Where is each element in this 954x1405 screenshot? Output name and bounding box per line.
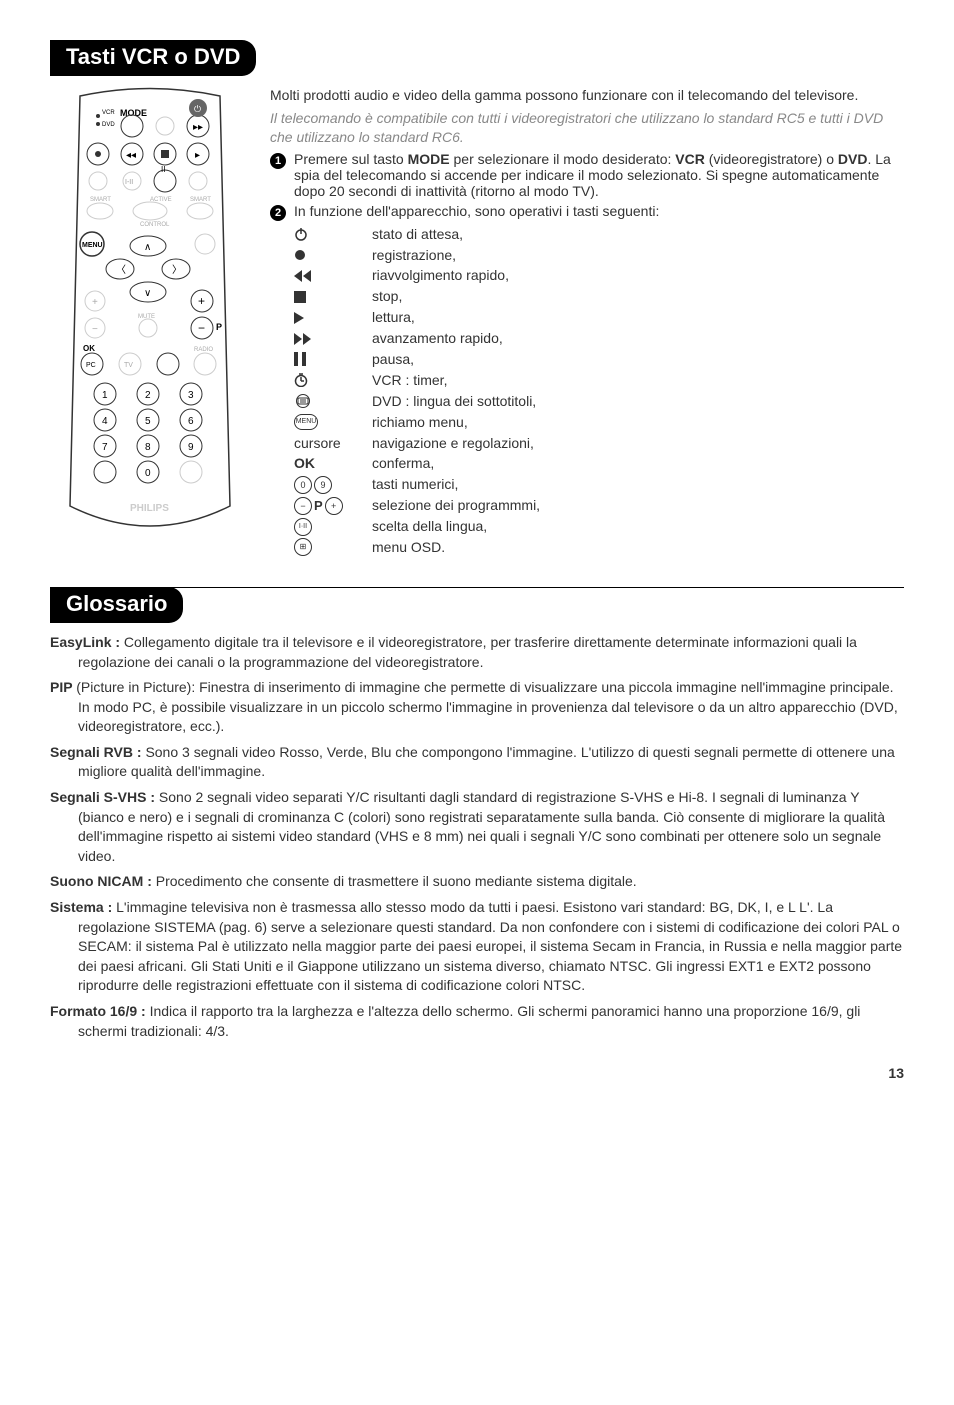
gloss-rvb: Segnali RVB : Sono 3 segnali video Rosso…: [50, 743, 904, 782]
svg-text:〉: 〉: [172, 264, 182, 276]
ok-label: OK: [294, 454, 354, 473]
gloss-nicam: Suono NICAM : Procedimento che consente …: [50, 872, 904, 892]
gloss-pip: PIP (Picture in Picture): Finestra di in…: [50, 678, 904, 737]
gloss-formato: Formato 16/9 : Indica il rapporto tra la…: [50, 1002, 904, 1041]
svg-text:PC: PC: [86, 362, 96, 369]
page-number: 13: [50, 1065, 904, 1081]
play-icon: [294, 312, 354, 324]
ff-icon: [294, 333, 354, 345]
osd-icon: ⊞: [294, 538, 354, 556]
svg-text:MENU: MENU: [82, 242, 103, 249]
rewind-icon: [294, 270, 354, 282]
svg-text:⏻: ⏻: [194, 104, 201, 114]
svg-text:▸: ▸: [195, 150, 200, 161]
intro-italic: Il telecomando è compatibile con tutti i…: [270, 109, 904, 147]
subtitle-icon: [294, 394, 354, 408]
svg-text:TV: TV: [124, 362, 133, 369]
section-header-vcr-dvd: Tasti VCR o DVD: [50, 40, 256, 76]
key-list: stato di attesa, registrazione, riavvolg…: [294, 225, 904, 557]
svg-text:II: II: [161, 165, 165, 174]
svg-text:+: +: [92, 297, 98, 308]
svg-text:P: P: [216, 322, 222, 332]
svg-text:+: +: [198, 294, 205, 308]
pause-icon: [294, 352, 354, 366]
remote-illustration: MODE VCR DVD ▸▸ ⏻ ◂◂ ▸ II I-II SMART ACT…: [50, 86, 250, 559]
svg-text:5: 5: [145, 416, 151, 427]
svg-text:▸▸: ▸▸: [193, 122, 203, 133]
svg-text:OK: OK: [83, 344, 95, 353]
svg-text:7: 7: [102, 442, 108, 453]
intro-text: Molti prodotti audio e video della gamma…: [270, 86, 904, 105]
svg-text:PHILIPS: PHILIPS: [130, 503, 169, 514]
timer-icon: [294, 373, 354, 387]
record-icon: [294, 249, 354, 261]
svg-text:−: −: [198, 321, 205, 335]
svg-text:0: 0: [145, 468, 151, 479]
step-1: 1 Premere sul tasto MODE per selezionare…: [270, 151, 904, 199]
gloss-svhs: Segnali S-VHS : Sono 2 segnali video sep…: [50, 788, 904, 866]
standby-icon: [294, 227, 354, 241]
gloss-easylink: EasyLink : Collegamento digitale tra il …: [50, 633, 904, 672]
svg-text:3: 3: [188, 390, 194, 401]
svg-text:MODE: MODE: [120, 108, 147, 118]
svg-text:∨: ∨: [144, 288, 151, 299]
svg-text:〈: 〈: [116, 264, 126, 276]
stop-icon: [294, 291, 354, 303]
svg-text:2: 2: [145, 390, 151, 401]
numeric-icon: 09: [294, 476, 354, 494]
svg-text:−: −: [92, 324, 98, 335]
menu-icon: MENU: [294, 414, 354, 430]
svg-text:SMART: SMART: [90, 197, 111, 203]
step-number-2-icon: 2: [270, 205, 286, 221]
svg-text:1: 1: [102, 390, 108, 401]
svg-text:RADIO: RADIO: [194, 347, 213, 353]
svg-text:DVD: DVD: [102, 122, 115, 128]
svg-text:8: 8: [145, 442, 151, 453]
lang-icon: I·II: [294, 518, 354, 536]
svg-text:SMART: SMART: [190, 197, 211, 203]
step-number-1-icon: 1: [270, 153, 286, 169]
svg-text:9: 9: [188, 442, 194, 453]
step-2: 2 In funzione dell'apparecchio, sono ope…: [270, 203, 904, 221]
cursor-label: cursore: [294, 434, 354, 453]
svg-text:I-II: I-II: [125, 179, 133, 186]
svg-text:◂◂: ◂◂: [126, 150, 136, 161]
svg-text:CONTROL: CONTROL: [140, 222, 170, 228]
svg-text:VCR: VCR: [102, 110, 115, 116]
svg-text:6: 6: [188, 416, 194, 427]
svg-text:4: 4: [102, 416, 108, 427]
svg-text:∧: ∧: [144, 242, 151, 253]
section-header-glossario: Glossario: [50, 587, 183, 623]
gloss-sistema: Sistema : L'immagine televisiva non è tr…: [50, 898, 904, 996]
program-icon: −P+: [294, 497, 354, 515]
